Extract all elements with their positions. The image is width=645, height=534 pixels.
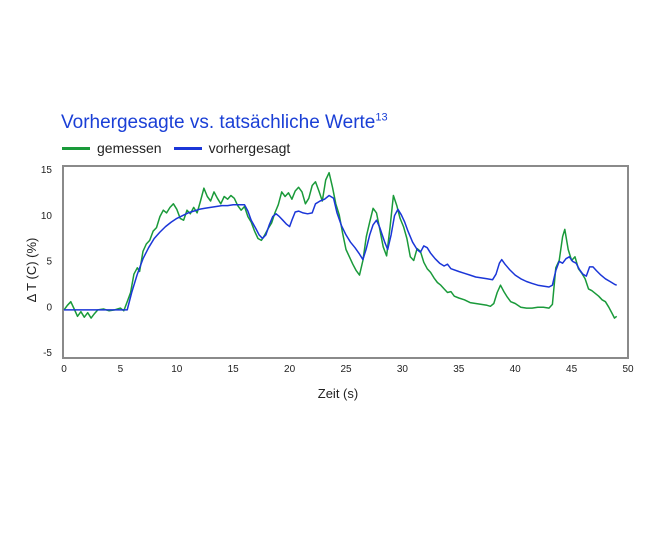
y-tick-label: 0	[46, 302, 52, 313]
legend-swatch-vorhergesagt	[173, 146, 202, 150]
legend-label-gemessen: gemessen	[97, 140, 162, 156]
series-line-gemessen	[63, 171, 618, 319]
series-layer	[63, 171, 618, 319]
x-tick-label: 25	[340, 364, 352, 375]
y-tick-label: 5	[46, 257, 52, 268]
x-tick-label: 10	[171, 364, 183, 375]
legend-swatch-gemessen	[62, 146, 90, 150]
chart-legend: gemessen vorhergesagt	[62, 140, 302, 156]
y-tick-label: -5	[43, 348, 52, 359]
series-line-vorhergesagt	[64, 194, 617, 311]
x-tick-label: 45	[566, 364, 578, 375]
x-tick-label: 30	[397, 364, 409, 375]
x-tick-label: 5	[118, 364, 124, 375]
y-axis-ticks: 15 10 5 0 -5	[41, 165, 53, 359]
x-tick-label: 15	[228, 364, 240, 375]
x-tick-label: 40	[510, 364, 522, 375]
title-footnote-marker: 13	[375, 111, 388, 124]
legend-label-vorhergesagt: vorhergesagt	[208, 140, 291, 156]
y-tick-label: 10	[41, 211, 53, 222]
x-tick-label: 35	[453, 364, 465, 375]
x-axis-label: Zeit (s)	[318, 386, 358, 401]
chart-title: Vorhergesagte vs. tatsächliche Werte13	[61, 111, 388, 133]
legend-item-gemessen: gemessen	[62, 140, 162, 156]
plot-frame	[62, 165, 629, 359]
x-tick-label: 20	[284, 364, 296, 375]
x-tick-label: 50	[622, 364, 634, 375]
y-axis-label: Δ T (C) (%)	[24, 238, 39, 303]
x-axis-ticks: 0 5 10 15 20 25 30 35 40 45 50	[61, 364, 634, 375]
legend-item-vorhergesagt: vorhergesagt	[173, 140, 291, 156]
y-tick-label: 15	[41, 165, 53, 176]
x-tick-label: 0	[61, 364, 67, 375]
